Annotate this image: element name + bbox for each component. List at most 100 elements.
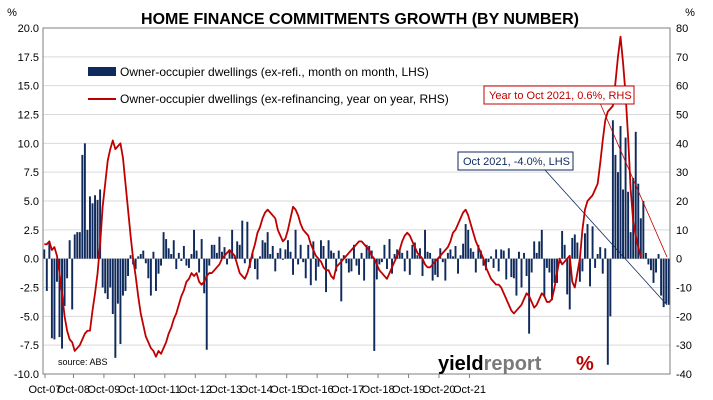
bar xyxy=(637,183,640,259)
bar xyxy=(617,172,619,259)
left-tick-label: 2.5 xyxy=(24,225,39,237)
x-tick-label: Oct-12 xyxy=(179,384,212,396)
bar xyxy=(411,244,414,259)
bar xyxy=(490,256,492,259)
right-tick-label: 60 xyxy=(676,81,688,93)
bar xyxy=(314,258,317,281)
bar xyxy=(619,126,622,259)
bar xyxy=(335,258,338,272)
bar xyxy=(96,199,99,259)
bar xyxy=(83,143,86,259)
bar xyxy=(53,258,56,340)
bar xyxy=(71,258,74,310)
x-tick-label: Oct-10 xyxy=(118,384,151,396)
bar xyxy=(137,256,140,259)
bar xyxy=(497,258,500,272)
bar xyxy=(386,258,388,270)
bar xyxy=(322,245,325,259)
bar xyxy=(520,258,523,288)
plot-frame xyxy=(42,27,671,375)
bar xyxy=(650,258,652,271)
bar xyxy=(421,258,424,276)
bar xyxy=(586,224,589,259)
annotation-rhs: Year to Oct 2021, 0.6%, RHS xyxy=(483,85,668,258)
bar xyxy=(205,258,208,350)
brand-name-part1: yield xyxy=(438,353,484,375)
bar xyxy=(578,258,581,282)
x-tick-label: Oct-21 xyxy=(453,384,486,396)
bar xyxy=(226,258,228,265)
brand-logo: yieldreport % xyxy=(438,353,594,375)
bar xyxy=(393,254,396,259)
brand-percent-icon: % xyxy=(576,353,594,375)
right-tick-label: 40 xyxy=(676,138,688,150)
bar xyxy=(591,226,594,259)
bar xyxy=(81,154,84,259)
bar xyxy=(208,258,211,266)
bar xyxy=(383,244,386,259)
right-tick-label: -40 xyxy=(676,369,692,381)
bar xyxy=(533,241,536,259)
left-tick-label: 7.5 xyxy=(24,167,39,179)
bar xyxy=(655,258,657,273)
bar xyxy=(604,248,607,259)
right-tick-label: -30 xyxy=(676,340,692,352)
bar xyxy=(182,245,185,259)
bar xyxy=(345,258,348,264)
bar xyxy=(195,250,198,259)
bar xyxy=(215,252,218,259)
bar xyxy=(467,229,470,259)
bar xyxy=(462,243,465,259)
bar-series xyxy=(43,120,670,365)
bar xyxy=(200,239,203,259)
bar xyxy=(444,258,447,281)
bar xyxy=(434,258,437,275)
left-tick-label: 17.5 xyxy=(18,52,39,64)
bar xyxy=(299,244,302,259)
bar xyxy=(553,258,556,283)
gridlines xyxy=(43,27,670,375)
bar xyxy=(358,258,360,275)
bar xyxy=(609,258,612,317)
bar xyxy=(188,258,190,268)
x-tick-label: Oct-09 xyxy=(87,384,120,396)
bar xyxy=(634,131,637,259)
bar xyxy=(360,252,363,259)
bar xyxy=(160,258,162,266)
bar xyxy=(406,250,409,259)
bar xyxy=(66,258,69,279)
annotation-rhs-text: Year to Oct 2021, 0.6%, RHS xyxy=(489,90,632,102)
bar xyxy=(218,236,221,259)
left-tick-label: -10.0 xyxy=(14,369,39,381)
bar xyxy=(111,258,114,315)
bar xyxy=(652,258,655,283)
bar xyxy=(170,254,173,259)
x-tick-label: Oct-14 xyxy=(240,384,273,396)
left-tick-label: -7.5 xyxy=(20,340,39,352)
bar xyxy=(449,249,452,259)
bar xyxy=(203,258,206,294)
bar xyxy=(482,258,485,266)
bar xyxy=(660,258,663,296)
bar xyxy=(548,258,551,273)
left-axis-ticks: -10.0 -7.5 -5.0 -2.5 0.0 2.5 5.0 7.5 10.0 12.5 15.… xyxy=(14,23,39,381)
bar xyxy=(543,258,546,297)
bar xyxy=(177,252,180,259)
legend-line-label: Owner-occupier dwellings (ex-refinancing… xyxy=(120,92,449,106)
bar xyxy=(639,218,642,259)
bar xyxy=(350,258,353,272)
bar xyxy=(342,255,345,259)
bar xyxy=(279,248,282,259)
annotation-rhs-leader xyxy=(599,102,668,258)
x-tick-label: Oct-19 xyxy=(392,384,425,396)
bar xyxy=(446,252,449,259)
bar xyxy=(581,258,584,272)
left-tick-label: 5.0 xyxy=(24,196,39,208)
bar xyxy=(127,258,129,276)
x-tick-label: Oct-11 xyxy=(149,384,181,396)
bar xyxy=(551,258,553,301)
bar xyxy=(193,229,195,259)
bar xyxy=(426,251,429,259)
bar xyxy=(627,191,630,259)
